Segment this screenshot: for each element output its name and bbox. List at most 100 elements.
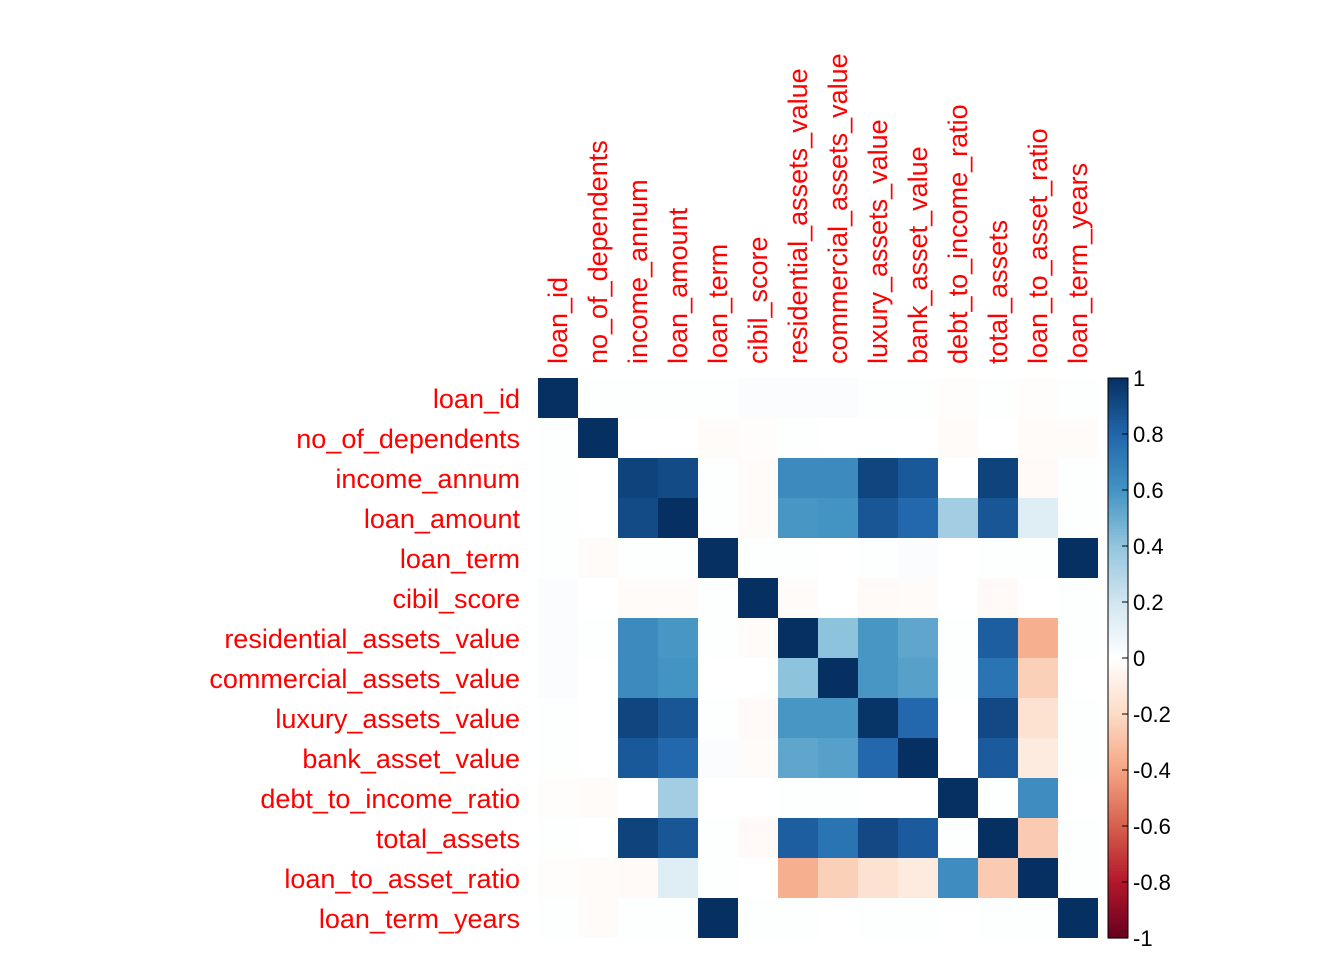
heatmap-cell-luxury_assets_value-commercial_assets_value — [818, 698, 858, 738]
colorbar-segment — [1108, 641, 1128, 645]
colorbar-segment — [1108, 896, 1128, 900]
colorbar-segment — [1108, 417, 1128, 421]
colorbar-segment — [1108, 383, 1128, 387]
colorbar-segment — [1108, 753, 1128, 757]
colorbar-segment — [1108, 772, 1128, 777]
heatmap-cell-loan_to_asset_ratio-debt_to_income_ratio — [938, 858, 978, 898]
heatmap-cell-income_annum-bank_asset_value — [898, 458, 938, 498]
colorbar-segment — [1108, 616, 1128, 620]
heatmap-cell-loan_term-income_annum — [618, 538, 658, 578]
colorbar-segment — [1108, 733, 1128, 737]
heatmap-cell-cibil_score-no_of_dependents — [578, 578, 618, 618]
heatmap-cell-loan_term-commercial_assets_value — [818, 538, 858, 578]
colorbar-segment — [1108, 669, 1128, 673]
row-label-loan_amount: loan_amount — [364, 504, 521, 534]
heatmap-cell-loan_term_years-loan_term — [698, 898, 738, 938]
heatmap-cell-debt_to_income_ratio-total_assets — [978, 778, 1018, 818]
colorbar-segment — [1108, 688, 1128, 693]
heatmap-cell-loan_id-loan_id — [538, 378, 578, 418]
heatmap-cell-bank_asset_value-loan_term — [698, 738, 738, 778]
colorbar-segment — [1108, 742, 1128, 746]
colorbar-segment — [1108, 618, 1128, 623]
heatmap-cell-cibil_score-income_annum — [618, 578, 658, 618]
colorbar-segment — [1108, 686, 1128, 690]
heatmap-cell-loan_id-total_assets — [978, 378, 1018, 418]
heatmap-cell-total_assets-commercial_assets_value — [818, 818, 858, 858]
colorbar-segment — [1108, 546, 1128, 550]
heatmap-cell-debt_to_income_ratio-commercial_assets_value — [818, 778, 858, 818]
heatmap-cell-luxury_assets_value-loan_term_years — [1058, 698, 1098, 738]
colorbar-segment — [1108, 453, 1128, 457]
heatmap-cell-loan_term-loan_term — [698, 538, 738, 578]
heatmap-cell-loan_to_asset_ratio-loan_term — [698, 858, 738, 898]
colorbar-segment — [1108, 540, 1128, 544]
colorbar-segment — [1108, 492, 1128, 497]
heatmap-cell-loan_to_asset_ratio-luxury_assets_value — [858, 858, 898, 898]
heatmap-cell-loan_id-residential_assets_value — [778, 378, 818, 418]
heatmap-cell-income_annum-total_assets — [978, 458, 1018, 498]
colorbar-segment — [1108, 680, 1128, 684]
heatmap-cell-residential_assets_value-loan_amount — [658, 618, 698, 658]
heatmap-cell-luxury_assets_value-loan_id — [538, 698, 578, 738]
heatmap-cell-total_assets-loan_term — [698, 818, 738, 858]
colorbar-segment — [1108, 442, 1128, 446]
heatmap-cell-loan_to_asset_ratio-no_of_dependents — [578, 858, 618, 898]
heatmap-cell-debt_to_income_ratio-luxury_assets_value — [858, 778, 898, 818]
colorbar-segment — [1108, 434, 1128, 438]
column-label-loan_term_years: loan_term_years — [1063, 163, 1093, 364]
heatmap-cell-loan_term_years-total_assets — [978, 898, 1018, 938]
heatmap-cell-loan_to_asset_ratio-total_assets — [978, 858, 1018, 898]
heatmap-cell-residential_assets_value-residential_assets_value — [778, 618, 818, 658]
heatmap-cell-cibil_score-debt_to_income_ratio — [938, 578, 978, 618]
colorbar-segment — [1108, 590, 1128, 595]
colorbar-segment — [1108, 576, 1128, 581]
heatmap-cell-commercial_assets_value-total_assets — [978, 658, 1018, 698]
column-label-cibil_score: cibil_score — [743, 236, 773, 364]
colorbar-segment — [1108, 775, 1128, 779]
colorbar-segment — [1108, 490, 1128, 494]
heatmap-cell-loan_amount-loan_amount — [658, 498, 698, 538]
colorbar-segment — [1108, 893, 1128, 897]
heatmap-cell-debt_to_income_ratio-bank_asset_value — [898, 778, 938, 818]
colorbar-segment — [1108, 778, 1128, 782]
heatmap-cell-no_of_dependents-luxury_assets_value — [858, 418, 898, 458]
heatmap-cell-total_assets-no_of_dependents — [578, 818, 618, 858]
colorbar-segment — [1108, 736, 1128, 740]
colorbar-segment — [1108, 898, 1128, 903]
colorbar-tick-label: 0.8 — [1133, 422, 1164, 447]
heatmap-cell-residential_assets_value-no_of_dependents — [578, 618, 618, 658]
colorbar-segment — [1108, 655, 1128, 659]
heatmap-cell-loan_amount-debt_to_income_ratio — [938, 498, 978, 538]
heatmap-cell-residential_assets_value-income_annum — [618, 618, 658, 658]
colorbar-segment — [1108, 529, 1128, 533]
column-label-total_assets: total_assets — [983, 220, 1013, 364]
heatmap-cell-income_annum-loan_term — [698, 458, 738, 498]
heatmap-cell-commercial_assets_value-residential_assets_value — [778, 658, 818, 698]
colorbar-segment — [1108, 764, 1128, 768]
heatmap-cell-total_assets-loan_amount — [658, 818, 698, 858]
colorbar-segment — [1108, 744, 1128, 749]
heatmap-cell-loan_to_asset_ratio-cibil_score — [738, 858, 778, 898]
colorbar-segment — [1108, 459, 1128, 463]
colorbar-segment — [1108, 562, 1128, 567]
colorbar-segment — [1108, 789, 1128, 793]
colorbar-segment — [1108, 910, 1128, 914]
heatmap-cell-income_annum-loan_to_asset_ratio — [1018, 458, 1058, 498]
heatmap-cell-debt_to_income_ratio-income_annum — [618, 778, 658, 818]
heatmap-cell-loan_term-bank_asset_value — [898, 538, 938, 578]
colorbar-tick-label: 0.2 — [1133, 590, 1164, 615]
colorbar-segment — [1108, 414, 1128, 418]
heatmap-cell-luxury_assets_value-residential_assets_value — [778, 698, 818, 738]
colorbar-segment — [1108, 814, 1128, 819]
colorbar-segment — [1108, 484, 1128, 488]
colorbar-segment — [1108, 649, 1128, 653]
colorbar-segment — [1108, 470, 1128, 474]
colorbar-segment — [1108, 422, 1128, 427]
colorbar-segment — [1108, 719, 1128, 723]
colorbar-segment — [1108, 602, 1128, 606]
heatmap-cell-luxury_assets_value-bank_asset_value — [898, 698, 938, 738]
heatmap-cell-income_annum-loan_amount — [658, 458, 698, 498]
row-label-total_assets: total_assets — [376, 824, 520, 854]
colorbar-segment — [1108, 929, 1128, 933]
colorbar-segment — [1108, 394, 1128, 399]
